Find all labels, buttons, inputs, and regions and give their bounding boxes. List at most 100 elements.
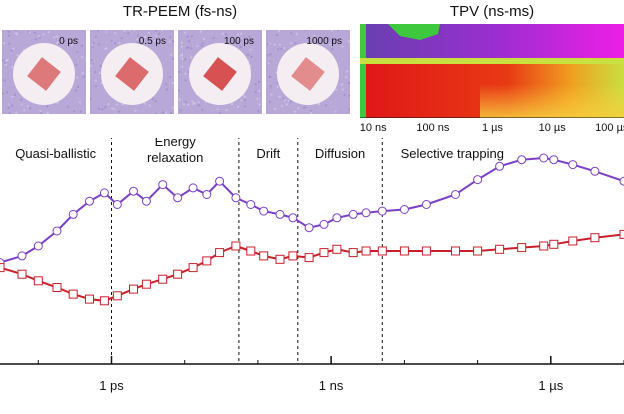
peem-speckle	[56, 101, 59, 105]
data-point-square	[319, 248, 329, 258]
peem-speckle	[151, 97, 155, 100]
peem-speckle	[178, 98, 181, 101]
peem-speckle	[63, 40, 66, 43]
peem-speckle	[120, 37, 123, 40]
tpv-tick-label: 10 µs	[539, 122, 567, 134]
data-point-square	[246, 246, 256, 256]
peem-speckle	[136, 41, 139, 44]
peem-speckle	[148, 104, 151, 107]
peem-speckle	[240, 32, 243, 35]
peem-speckle	[110, 39, 113, 42]
peem-speckle	[287, 99, 290, 102]
peem-speckle	[20, 103, 24, 106]
peem-speckle	[158, 32, 161, 35]
region-label: relaxation	[147, 150, 203, 165]
peem-speckle	[2, 41, 6, 45]
peem-speckle	[4, 63, 8, 66]
peem-speckle	[98, 72, 101, 75]
peem-speckle	[266, 42, 269, 45]
tpv-tick-label: 1 µs	[482, 122, 504, 134]
peem-speckle	[187, 46, 190, 49]
peem-speckle	[179, 54, 182, 57]
peem-speckle	[118, 110, 121, 113]
peem-speckle	[218, 112, 221, 114]
peem-speckle	[104, 47, 107, 50]
peem-speckle	[248, 35, 251, 38]
peem-speckle	[294, 110, 297, 113]
tpv-color-map	[360, 24, 624, 118]
peem-speckle	[127, 32, 130, 35]
peem-speckle	[280, 47, 283, 50]
data-point-circle	[85, 196, 94, 206]
peem-speckle	[40, 112, 43, 114]
peem-speckle	[53, 36, 56, 39]
peem-speckle	[277, 48, 280, 51]
data-point-circle	[539, 153, 549, 163]
tpv-title: TPV (ns-ms)	[449, 3, 535, 20]
peem-speckle	[75, 89, 78, 92]
data-point-circle	[304, 223, 314, 233]
peem-frame-label: 1000 ps	[306, 36, 342, 47]
data-point-square	[158, 274, 168, 284]
peem-speckle	[201, 42, 204, 45]
peem-speckle	[283, 47, 286, 50]
peem-speckle	[14, 30, 17, 32]
peem-title: TR-PEEM (fs-ns)	[122, 3, 238, 20]
peem-speckle	[269, 85, 272, 88]
peem-speckle	[172, 40, 174, 43]
data-point-square	[99, 296, 109, 306]
data-point-circle	[421, 200, 431, 209]
peem-speckle	[270, 93, 273, 96]
peem-speckle	[335, 38, 338, 41]
data-point-square	[348, 248, 358, 258]
data-point-circle	[188, 183, 198, 193]
peem-speckle	[289, 100, 292, 103]
peem-speckle	[75, 63, 78, 66]
peem-speckle	[278, 95, 281, 98]
peem-speckle	[337, 30, 340, 32]
peem-speckle	[2, 92, 4, 95]
series-line	[0, 233, 624, 302]
peem-speckle	[282, 97, 285, 100]
peem-speckle	[345, 76, 348, 79]
peem-speckle	[47, 30, 50, 34]
peem-speckle	[348, 94, 350, 97]
peem-speckle	[34, 38, 38, 41]
peem-speckle	[169, 53, 173, 56]
data-point-circle	[52, 226, 62, 236]
peem-speckle	[179, 109, 182, 112]
peem-speckle	[169, 36, 172, 39]
data-point-circle	[549, 155, 559, 165]
data-point-circle	[202, 190, 212, 199]
data-point-circle	[451, 190, 460, 199]
peem-speckle	[94, 35, 97, 38]
peem-speckle	[115, 103, 118, 106]
peem-speckle	[190, 56, 193, 59]
peem-speckle	[165, 83, 168, 86]
data-point-square	[473, 246, 483, 256]
peem-speckle	[278, 30, 281, 32]
peem-speckle	[67, 105, 70, 108]
peem-speckle	[280, 104, 284, 107]
peem-speckle	[162, 111, 165, 114]
peem-speckle	[303, 106, 306, 109]
peem-speckle	[46, 112, 49, 114]
tpv-tick-label: 10 ns	[360, 122, 387, 134]
peem-speckle	[196, 45, 199, 48]
peem-speckle	[331, 48, 334, 51]
peem-speckle	[182, 103, 186, 106]
data-point-circle	[33, 241, 43, 251]
peem-speckle	[8, 42, 11, 45]
peem-speckle	[71, 41, 74, 44]
data-point-circle	[231, 193, 241, 203]
peem-frame-label: 0 ps	[59, 36, 78, 47]
data-point-circle	[495, 161, 505, 171]
data-point-square	[259, 251, 269, 261]
peem-frame-label: 100 ps	[223, 36, 254, 47]
tpv-green-patch	[388, 24, 440, 40]
peem-speckle	[347, 81, 350, 85]
peem-image	[2, 30, 86, 114]
data-point-square	[112, 291, 122, 301]
data-point-square	[304, 253, 314, 263]
peem-frame-100ps: 100 ps	[178, 30, 262, 114]
